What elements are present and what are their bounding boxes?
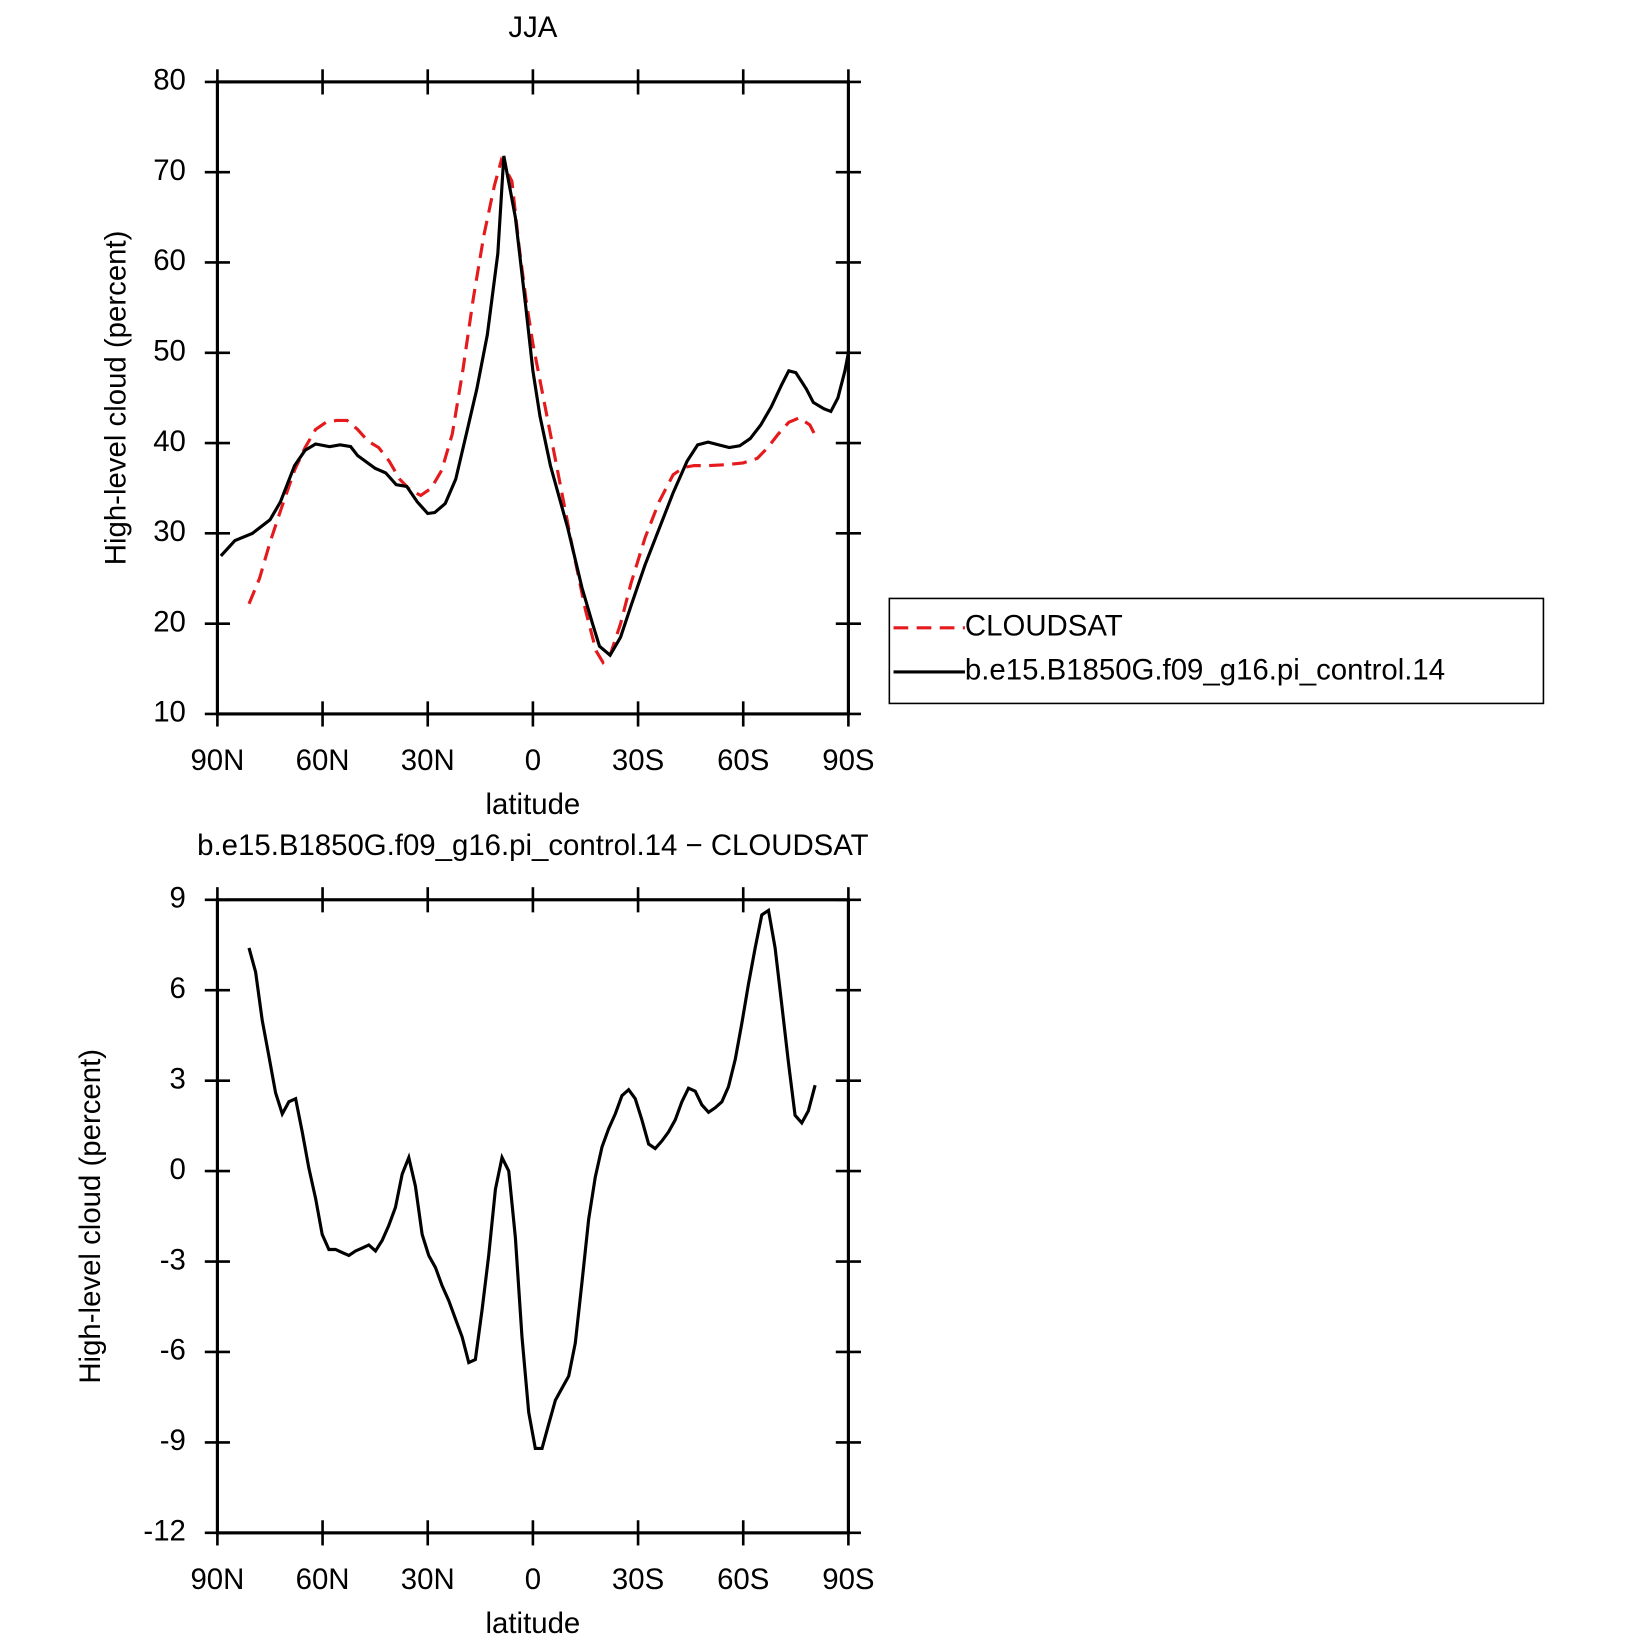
y-tick-label: -3 bbox=[160, 1243, 186, 1276]
x-tick-label: 90S bbox=[822, 744, 874, 777]
y-tick-label: -12 bbox=[143, 1515, 185, 1548]
x-tick-label: 60N bbox=[296, 1563, 350, 1596]
data-line bbox=[219, 155, 850, 658]
y-axis-label: High-level cloud (percent) bbox=[99, 231, 132, 566]
x-tick-label: 90N bbox=[190, 1563, 244, 1596]
y-tick-label: 0 bbox=[170, 1153, 186, 1186]
x-tick-label: 30S bbox=[612, 1563, 664, 1596]
y-tick-label: -6 bbox=[160, 1334, 186, 1367]
x-tick-label: 0 bbox=[525, 744, 541, 777]
x-tick-label: 90N bbox=[190, 744, 244, 777]
x-axis-label: latitude bbox=[486, 1607, 581, 1640]
x-axis-label: latitude bbox=[486, 788, 581, 821]
y-axis-label: High-level cloud (percent) bbox=[74, 1049, 107, 1384]
legend-label: b.e15.B1850G.f09_g16.pi_control.14 bbox=[965, 654, 1445, 687]
y-tick-label: 60 bbox=[153, 244, 186, 277]
chart-title: b.e15.B1850G.f09_g16.pi_control.14 − CLO… bbox=[197, 829, 868, 862]
y-tick-label: 40 bbox=[153, 425, 186, 458]
data-line bbox=[247, 907, 817, 1451]
x-tick-label: 30S bbox=[612, 744, 664, 777]
plot-frame bbox=[215, 80, 850, 716]
y-tick-label: 6 bbox=[170, 972, 186, 1005]
x-tick-label: 60N bbox=[296, 744, 350, 777]
x-tick-label: 30N bbox=[401, 1563, 455, 1596]
y-tick-label: 10 bbox=[153, 696, 186, 729]
y-tick-label: -9 bbox=[160, 1424, 186, 1457]
x-tick-label: 60S bbox=[717, 744, 769, 777]
x-tick-label: 30N bbox=[401, 744, 455, 777]
y-tick-label: 30 bbox=[153, 515, 186, 548]
y-tick-label: 70 bbox=[153, 154, 186, 187]
y-tick-label: 3 bbox=[170, 1062, 186, 1095]
x-tick-label: 60S bbox=[717, 1563, 769, 1596]
y-tick-label: 9 bbox=[170, 882, 186, 915]
y-tick-label: 80 bbox=[153, 64, 186, 97]
legend-box bbox=[888, 597, 1545, 705]
x-tick-label: 90S bbox=[822, 1563, 874, 1596]
plot-frame bbox=[215, 898, 850, 1535]
data-line bbox=[247, 156, 819, 666]
x-tick-label: 0 bbox=[525, 1563, 541, 1596]
chart-title: JJA bbox=[508, 11, 557, 44]
legend-label: CLOUDSAT bbox=[965, 610, 1123, 643]
y-tick-label: 50 bbox=[153, 335, 186, 368]
y-tick-label: 20 bbox=[153, 605, 186, 638]
